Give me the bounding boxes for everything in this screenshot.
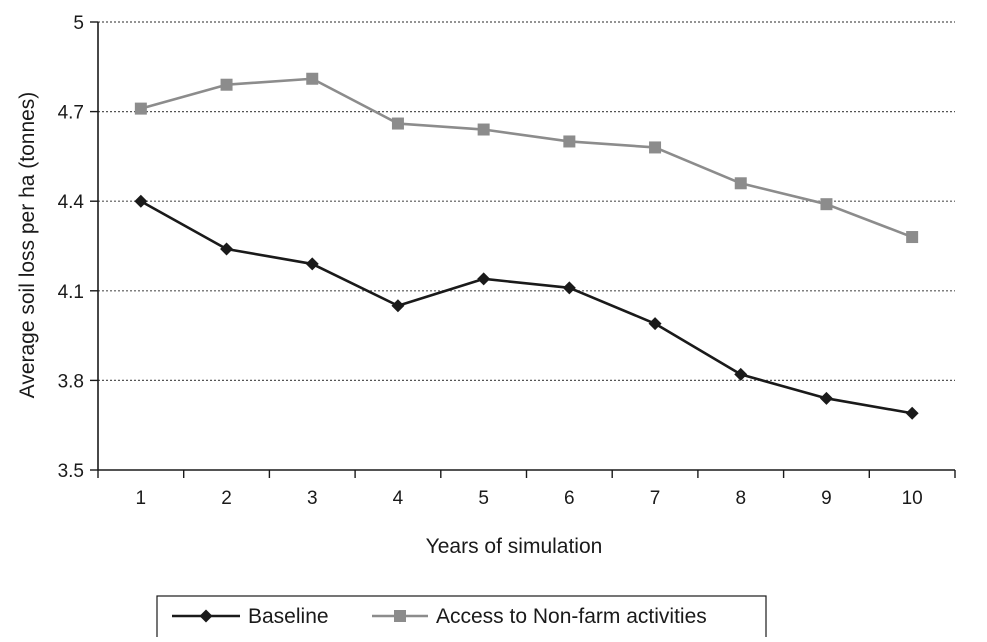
data-point — [306, 72, 319, 85]
legend-item: Baseline — [172, 605, 329, 628]
y-tick-label: 4.4 — [58, 192, 85, 213]
series-line — [140, 77, 913, 239]
data-point — [134, 194, 148, 208]
series-1 — [134, 72, 919, 244]
data-point — [220, 78, 233, 91]
y-axis-title: Average soil loss per ha (tonnes) — [16, 92, 39, 399]
x-tick-label: 2 — [221, 488, 232, 509]
data-point — [905, 406, 919, 420]
x-tick-label: 9 — [821, 488, 832, 509]
data-point — [562, 281, 576, 295]
data-point — [820, 198, 833, 211]
y-tick-label: 3.5 — [58, 461, 84, 482]
series-line — [140, 200, 913, 415]
data-point — [734, 177, 747, 190]
axes — [90, 21, 956, 478]
data-point — [220, 242, 234, 256]
y-tick-label: 4.1 — [58, 282, 84, 303]
x-tick-label: 4 — [393, 488, 404, 509]
data-point — [906, 231, 919, 244]
data-point — [648, 317, 662, 331]
legend-label: Access to Non-farm activities — [436, 605, 707, 628]
x-tick-label: 6 — [564, 488, 575, 509]
x-tick-label: 5 — [478, 488, 489, 509]
data-point — [649, 141, 662, 154]
x-tick-label: 10 — [902, 488, 923, 509]
legend: Baseline Access to Non-farm activities — [156, 595, 767, 642]
data-point — [391, 117, 404, 130]
x-tick-label: 8 — [735, 488, 746, 509]
data-point — [199, 609, 213, 623]
gridlines — [98, 21, 955, 381]
x-axis-title: Years of simulation — [426, 535, 603, 558]
data-point — [477, 272, 491, 286]
legend-label: Baseline — [248, 605, 329, 628]
legend-box — [156, 595, 767, 642]
x-tick-label: 7 — [650, 488, 661, 509]
x-tick-label: 1 — [136, 488, 147, 509]
y-tick-label: 4.7 — [58, 103, 84, 124]
data-point — [394, 610, 406, 622]
data-point — [134, 102, 147, 115]
data-point — [563, 135, 576, 148]
y-tick-label: 5 — [73, 13, 84, 34]
data-point — [734, 367, 748, 381]
y-tick-label: 3.8 — [58, 371, 84, 392]
data-point — [305, 257, 319, 271]
data-series — [134, 72, 919, 420]
series-0 — [134, 194, 919, 420]
data-point — [391, 299, 405, 313]
x-tick-label: 3 — [307, 488, 318, 509]
data-point — [819, 391, 833, 405]
legend-item: Access to Non-farm activities — [372, 605, 707, 628]
data-point — [477, 123, 490, 136]
tick-labels: 3.5 3.8 4.1 4.4 4.7 5 1 2 3 4 5 6 7 8 9 10 — [58, 13, 923, 509]
